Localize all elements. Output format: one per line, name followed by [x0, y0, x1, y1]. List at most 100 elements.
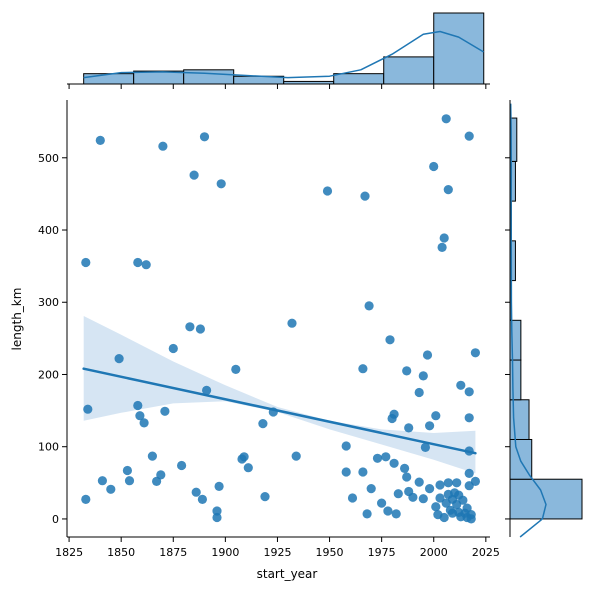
scatter-point [258, 419, 268, 429]
scatter-point [147, 451, 157, 461]
x-histogram-bar [183, 69, 235, 85]
scatter-point [322, 186, 333, 196]
y-tick-label: 0 [52, 513, 59, 526]
scatter-point [425, 484, 435, 494]
scatter-point [202, 385, 212, 395]
y-kde-curve [509, 103, 547, 538]
scatter-point [260, 492, 270, 502]
scatter-point [456, 380, 466, 390]
scatter-point [158, 141, 168, 151]
x-histogram-bar [433, 12, 485, 85]
scatter-points-layer [81, 114, 480, 524]
scatter-point [408, 492, 418, 502]
scatter-point [381, 452, 391, 462]
scatter-point [358, 467, 368, 477]
scatter-point [97, 476, 107, 486]
scatter-point [214, 481, 224, 491]
x-tick-label: 2025 [472, 546, 500, 559]
top-marginal-histogram [83, 12, 485, 85]
scatter-point [95, 135, 105, 145]
scatter-point [177, 460, 187, 471]
scatter-point [152, 476, 162, 486]
scatter-point [347, 493, 358, 503]
scatter-point [414, 477, 424, 487]
scatter-point [287, 318, 297, 328]
scatter-point [197, 494, 207, 504]
scatter-point [135, 411, 145, 421]
scatter-point [212, 506, 222, 516]
scatter-point [391, 509, 401, 519]
scatter-point [452, 478, 462, 488]
scatter-point [360, 191, 370, 201]
scatter-point [404, 423, 414, 433]
scatter-point [122, 465, 132, 476]
y-histogram-bar [509, 478, 583, 520]
regression-line-layer [82, 367, 477, 455]
scatter-point [341, 441, 351, 451]
confidence-band-layer [83, 316, 476, 474]
scatter-point [414, 387, 424, 398]
scatter-point [358, 364, 368, 374]
regression-line [82, 367, 477, 455]
scatter-point [239, 452, 249, 462]
scatter-point [439, 512, 449, 523]
scatter-point [364, 301, 374, 311]
y-tick-label: 200 [38, 368, 59, 381]
x-tick-label: 1950 [316, 546, 344, 559]
scatter-point [435, 480, 445, 490]
x-tick-label: 2000 [420, 546, 448, 559]
scatter-point [189, 170, 199, 180]
scatter-point [133, 400, 143, 411]
scatter-point [443, 478, 453, 488]
x-tick-label: 1825 [55, 546, 83, 559]
scatter-point [418, 494, 428, 504]
scatter-point [441, 114, 451, 124]
scatter-point [400, 463, 410, 473]
scatter-point [431, 411, 441, 421]
x-tick-label: 1925 [263, 546, 291, 559]
scatter-point [422, 350, 433, 360]
scatter-point [243, 463, 253, 473]
scatter-point [383, 506, 393, 516]
scatter-point [393, 489, 403, 499]
scatter-point [141, 260, 151, 270]
scatter-point [291, 451, 301, 461]
scatter-point [195, 324, 205, 334]
scatter-point [139, 418, 149, 428]
y-tick-label: 100 [38, 441, 59, 454]
scatter-point [466, 514, 476, 524]
scatter-point [464, 387, 474, 397]
y-tick-label: 300 [38, 296, 59, 309]
scatter-point [389, 458, 399, 468]
scatter-point [439, 233, 449, 243]
scatter-point [160, 406, 170, 416]
scatter-point [191, 487, 201, 497]
y-axis-label: length_km [10, 288, 24, 351]
x-tick-label: 1850 [107, 546, 135, 559]
scatter-point [402, 472, 412, 482]
scatter-point [133, 257, 143, 268]
scatter-point [362, 509, 372, 519]
scatter-point [81, 494, 91, 504]
scatter-point [372, 453, 383, 463]
x-histogram-bar [333, 73, 385, 85]
scatter-point [402, 366, 412, 376]
scatter-point [435, 493, 445, 503]
x-tick-label: 1900 [211, 546, 239, 559]
scatter-point [124, 476, 135, 486]
scatter-point [470, 348, 480, 358]
axes-layer: 1825 1850 1875 1900 1925 1950 1975 2000 2025 0 100… [38, 83, 511, 559]
scatter-point [464, 446, 474, 456]
x-histogram-bar [383, 56, 435, 85]
x-tick-label: 1975 [368, 546, 396, 559]
y-tick-label: 400 [38, 224, 59, 237]
scatter-point [341, 467, 351, 477]
scatter-point [156, 470, 166, 480]
scatter-point [443, 185, 453, 195]
scatter-point [429, 161, 439, 172]
scatter-point [199, 132, 210, 142]
confidence-band [83, 316, 476, 474]
scatter-point [83, 404, 93, 414]
scatter-point [216, 179, 226, 189]
